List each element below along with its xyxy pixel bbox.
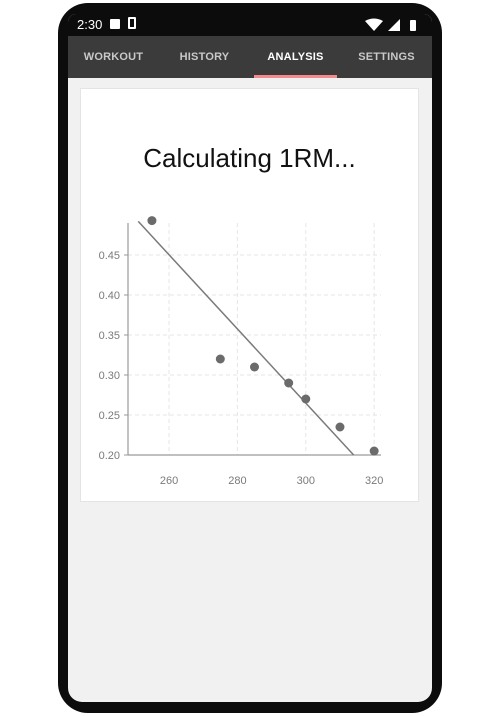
status-bar: 2:30	[68, 14, 432, 36]
trend-line	[137, 220, 355, 456]
tab-bar: WORKOUT HISTORY ANALYSIS SETTINGS	[68, 36, 432, 78]
data-point-6	[369, 446, 379, 456]
analysis-title: Calculating 1RM...	[143, 143, 356, 173]
status-right-icons	[365, 18, 416, 31]
x-tick-label-3: 320	[365, 475, 383, 487]
tab-workout[interactable]: WORKOUT	[83, 51, 144, 63]
data-point-4	[301, 394, 311, 404]
app-screen: 2:30 WORKOUT HISTORY ANALYSIS SETTINGS C…	[68, 14, 432, 702]
image-icon	[110, 19, 120, 29]
lock-icon	[128, 17, 136, 29]
signal-icon	[388, 19, 400, 31]
y-tick-label-2: 0.30	[99, 370, 120, 382]
y-tick-label-5: 0.45	[99, 250, 120, 262]
analysis-card: Calculating 1RM... 0.20 0.25 0.30 0.35 0.40 0…	[80, 88, 419, 502]
data-point-1	[215, 354, 225, 364]
battery-icon	[410, 20, 416, 31]
data-point-5	[335, 422, 345, 432]
x-tick-label-2: 300	[297, 475, 315, 487]
wifi-icon	[365, 18, 383, 31]
status-time: 2:30	[77, 17, 103, 32]
y-tick-label-1: 0.25	[99, 410, 120, 422]
y-tick-label-3: 0.35	[99, 330, 120, 342]
scatter-chart: 0.20 0.25 0.30 0.35 0.40 0.45 260 280 300 320	[99, 216, 383, 487]
tab-analysis[interactable]: ANALYSIS	[250, 36, 341, 78]
tab-history[interactable]: HISTORY	[179, 51, 230, 63]
y-tick-label-4: 0.40	[99, 290, 120, 302]
data-point-3	[284, 378, 294, 388]
y-tick-label-0: 0.20	[99, 450, 120, 462]
tab-settings[interactable]: SETTINGS	[358, 51, 415, 63]
data-point-0	[147, 216, 157, 226]
data-point-2	[250, 362, 259, 372]
x-tick-label-0: 260	[160, 475, 178, 487]
x-tick-label-1: 280	[228, 475, 246, 487]
